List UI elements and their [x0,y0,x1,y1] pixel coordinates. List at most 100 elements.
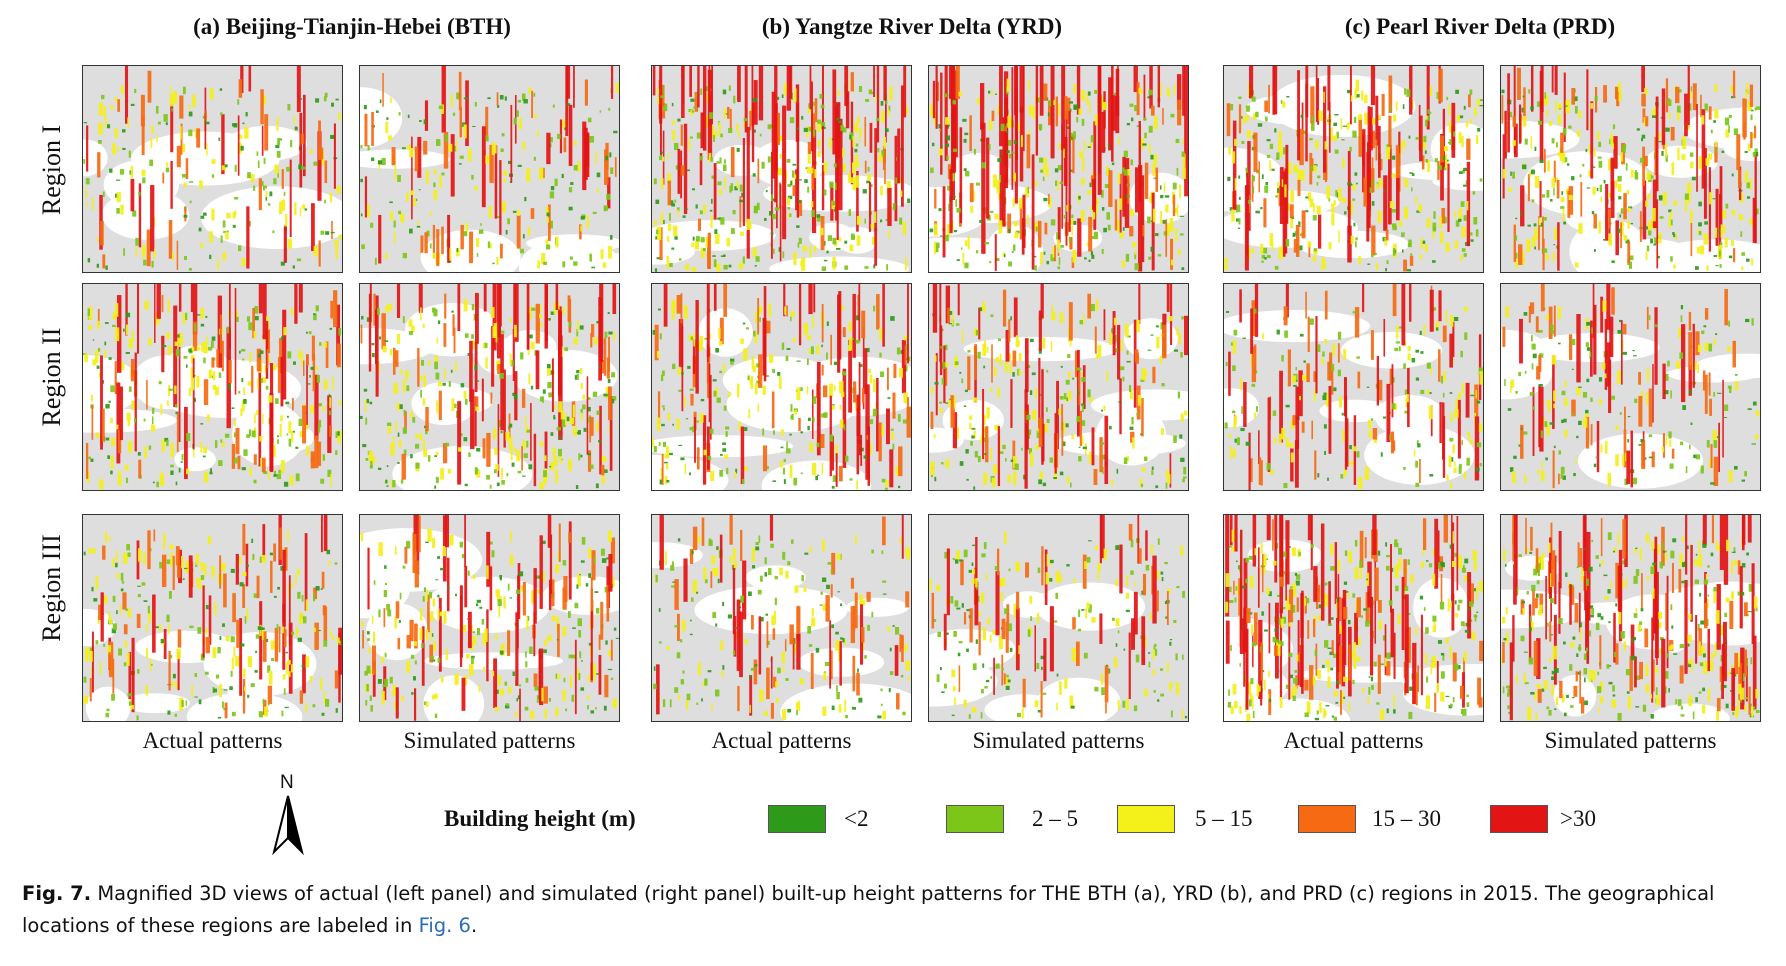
building-bar [203,446,208,454]
building-bar [706,426,710,470]
building-bar [995,257,1000,262]
building-bar [1080,420,1086,426]
building-bar [704,678,708,686]
building-bar [292,265,295,269]
building-bar [966,478,969,481]
building-bar [951,669,956,678]
building-bar [274,470,277,475]
building-bar [492,284,497,351]
building-bar [1465,180,1468,185]
building-bar [663,219,665,225]
building-bar [1434,158,1438,163]
building-bar [1476,98,1481,107]
building-bar [1313,371,1317,382]
building-bar [317,131,322,201]
building-bar [815,647,820,653]
building-bar [807,626,812,634]
building-bar [595,151,597,164]
panel-yrd-region-3-actual [651,514,912,722]
building-bar [671,120,676,125]
building-bar [287,671,291,677]
building-bar [423,449,428,457]
building-bar [858,127,862,136]
building-bar [736,180,739,189]
building-bar [1092,212,1096,220]
building-bar [842,148,845,158]
ground-patch [929,237,1032,272]
building-bar [547,367,552,376]
building-bar [1411,173,1415,177]
building-bar [1084,257,1087,260]
building-bar [692,236,695,241]
building-bar [493,658,498,708]
building-bar [102,545,106,560]
building-bar [395,421,398,431]
building-bar [1513,224,1516,262]
building-bar [103,105,106,120]
building-bar [995,357,999,363]
building-bar [1451,102,1456,158]
building-bar [200,442,203,453]
building-bar [889,671,894,675]
building-bar [318,419,322,428]
building-bar [262,698,265,705]
building-bar [1334,114,1339,116]
building-bar [1534,228,1538,241]
building-bar [941,462,944,465]
building-bar [1750,132,1753,149]
building-bar [1133,591,1138,635]
building-bar [326,549,331,555]
building-bar [141,246,146,258]
building-bar [558,311,563,393]
building-bar [580,560,585,563]
building-bar [850,72,854,92]
building-bar [1645,251,1648,261]
building-bar [392,436,395,442]
building-bar [720,217,725,225]
building-bar [779,375,782,390]
building-bar [1024,338,1029,393]
building-bar [879,352,882,358]
building-bar [325,341,329,368]
building-bar [562,306,565,315]
building-bar [1103,548,1107,560]
building-bar [812,396,817,405]
building-bar [115,327,120,342]
building-bar [368,647,371,653]
building-bar [155,106,159,114]
building-bar [1165,482,1168,489]
building-bar [194,323,197,332]
building-bar [1049,606,1054,672]
building-bar [944,66,948,161]
panel-yrd-region-2-simulated [928,283,1189,491]
building-bar [237,115,240,176]
building-bar [1746,196,1751,199]
panel-prd-region-1-actual [1223,65,1484,273]
building-bar [303,616,307,624]
building-bar [953,395,956,409]
building-bar [489,243,493,248]
building-bar [895,177,899,184]
building-bar [595,707,597,710]
building-bar [590,333,593,348]
building-bar [792,638,795,670]
building-bar [250,683,255,687]
building-bar [1642,108,1646,123]
building-bar [1175,653,1178,661]
building-bar [518,571,524,577]
building-bar [661,86,664,94]
building-bar [709,209,713,212]
building-bar [1530,106,1534,110]
building-bar [766,320,771,334]
building-bar [1337,331,1342,340]
building-bar [525,651,527,658]
building-bar [1364,466,1370,480]
building-bar [309,149,313,154]
building-bar [462,625,467,633]
building-bar [1643,117,1647,126]
building-bar [1311,116,1315,122]
building-bar [1724,237,1728,248]
building-bar [1744,170,1749,183]
building-bar [608,554,613,592]
building-bar [985,573,988,581]
